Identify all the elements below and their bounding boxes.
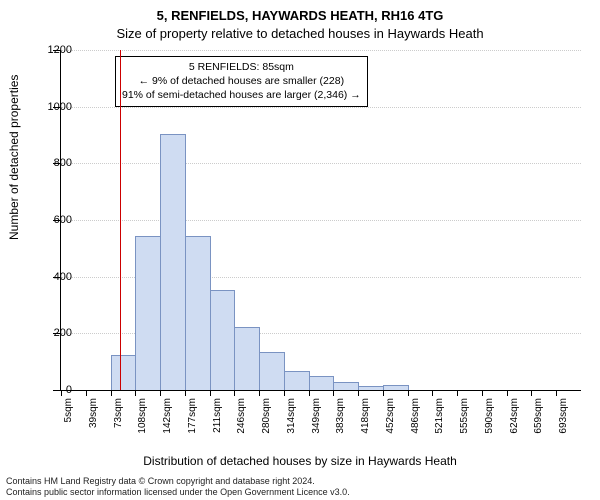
x-tick	[86, 390, 87, 396]
x-tick	[61, 390, 62, 396]
x-tick-label: 280sqm	[261, 398, 272, 434]
x-tick	[309, 390, 310, 396]
y-tick-label: 600	[54, 214, 72, 226]
x-tick	[408, 390, 409, 396]
x-axis-label: Distribution of detached houses by size …	[0, 454, 600, 468]
x-tick-label: 486sqm	[410, 398, 421, 434]
histogram-bar	[333, 382, 359, 390]
x-tick	[482, 390, 483, 396]
grid-line	[61, 220, 581, 221]
chart-title-sub: Size of property relative to detached ho…	[0, 26, 600, 41]
x-tick	[383, 390, 384, 396]
x-tick	[185, 390, 186, 396]
x-tick-label: 73sqm	[113, 398, 124, 428]
footer-line-2: Contains public sector information licen…	[6, 487, 350, 498]
chart-container: 5, RENFIELDS, HAYWARDS HEATH, RH16 4TG S…	[0, 0, 600, 500]
x-tick-label: 383sqm	[335, 398, 346, 434]
x-tick	[432, 390, 433, 396]
y-tick-label: 400	[54, 271, 72, 283]
histogram-bar	[284, 371, 310, 390]
x-tick-label: 177sqm	[187, 398, 198, 434]
chart-title-main: 5, RENFIELDS, HAYWARDS HEATH, RH16 4TG	[0, 8, 600, 23]
grid-line	[61, 163, 581, 164]
x-tick	[259, 390, 260, 396]
info-line-2: ← 9% of detached houses are smaller (228…	[122, 74, 361, 88]
x-tick	[358, 390, 359, 396]
histogram-bar	[383, 385, 409, 390]
x-tick-label: 452sqm	[385, 398, 396, 434]
reference-line	[120, 50, 121, 390]
histogram-bar	[234, 327, 260, 390]
plot-area: 5 RENFIELDS: 85sqm ← 9% of detached hous…	[60, 50, 581, 391]
histogram-bar	[135, 236, 161, 390]
histogram-bar	[210, 290, 236, 390]
y-tick	[53, 390, 60, 391]
x-tick-label: 659sqm	[533, 398, 544, 434]
histogram-bar	[309, 376, 335, 390]
x-tick	[234, 390, 235, 396]
y-tick-label: 0	[66, 384, 72, 396]
x-tick-label: 142sqm	[162, 398, 173, 434]
x-tick	[507, 390, 508, 396]
y-axis-label: Number of detached properties	[7, 75, 21, 240]
y-tick-label: 1200	[48, 44, 72, 56]
x-tick-label: 5sqm	[63, 398, 74, 422]
info-box: 5 RENFIELDS: 85sqm ← 9% of detached hous…	[115, 56, 368, 107]
grid-line	[61, 107, 581, 108]
histogram-bar	[259, 352, 285, 390]
histogram-bar	[111, 355, 137, 390]
x-tick	[556, 390, 557, 396]
x-tick	[135, 390, 136, 396]
x-tick	[160, 390, 161, 396]
footer: Contains HM Land Registry data © Crown c…	[6, 476, 350, 499]
x-tick	[111, 390, 112, 396]
x-tick-label: 418sqm	[360, 398, 371, 434]
x-tick	[284, 390, 285, 396]
x-tick	[210, 390, 211, 396]
histogram-bar	[358, 386, 384, 390]
y-tick-label: 800	[54, 157, 72, 169]
x-tick-label: 349sqm	[311, 398, 322, 434]
footer-line-1: Contains HM Land Registry data © Crown c…	[6, 476, 350, 487]
x-tick	[457, 390, 458, 396]
x-tick	[531, 390, 532, 396]
x-tick-label: 521sqm	[434, 398, 445, 434]
x-tick-label: 590sqm	[484, 398, 495, 434]
histogram-bar	[160, 134, 186, 390]
x-tick-label: 246sqm	[236, 398, 247, 434]
x-tick-label: 108sqm	[137, 398, 148, 434]
grid-line	[61, 50, 581, 51]
info-line-1: 5 RENFIELDS: 85sqm	[122, 60, 361, 74]
y-tick-label: 1000	[48, 101, 72, 113]
histogram-bar	[185, 236, 211, 390]
info-line-3: 91% of semi-detached houses are larger (…	[122, 88, 361, 102]
x-tick	[333, 390, 334, 396]
x-tick-label: 693sqm	[558, 398, 569, 434]
x-tick-label: 39sqm	[88, 398, 99, 428]
x-tick-label: 555sqm	[459, 398, 470, 434]
x-tick-label: 624sqm	[509, 398, 520, 434]
x-tick-label: 211sqm	[212, 398, 223, 433]
y-tick-label: 200	[54, 327, 72, 339]
x-tick-label: 314sqm	[286, 398, 297, 434]
